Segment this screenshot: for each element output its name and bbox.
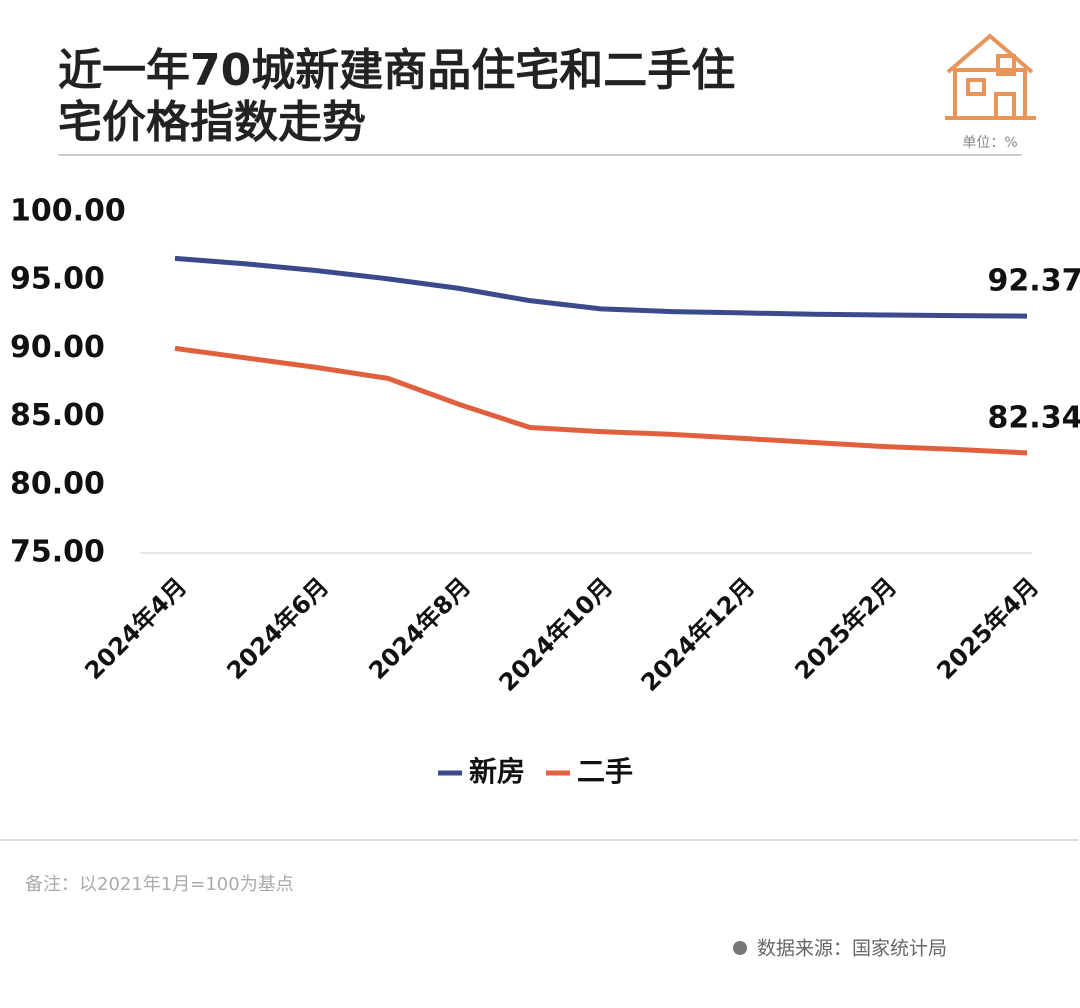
chart-title: 近一年70城新建商品住宅和二手住	[58, 45, 735, 96]
y-tick-label: 95.00	[10, 262, 105, 297]
source-dot	[733, 941, 747, 955]
line	[174, 345, 1028, 456]
y-tick-label: 90.00	[10, 330, 105, 365]
note: 备注：以2021年1月=100为基点	[25, 874, 294, 895]
data-label: 92.37	[988, 264, 1080, 299]
house-icon	[945, 33, 1036, 120]
y-tick-label: 75.00	[10, 535, 105, 570]
chart-title: 宅价格指数走势	[58, 97, 366, 148]
y-tick-label: 85.00	[10, 398, 105, 433]
y-tick-label: 80.00	[10, 466, 105, 501]
x-tick-label: 2024年10月	[494, 572, 619, 697]
unit-label: 单位：%	[962, 135, 1017, 151]
line	[174, 255, 1028, 319]
x-tick-label: 2024年12月	[636, 572, 761, 697]
legend-label: 二手	[577, 755, 633, 788]
x-tick-label: 2024年8月	[363, 572, 476, 685]
x-tick-label: 2024年4月	[79, 572, 192, 685]
x-tick-label: 2025年4月	[931, 572, 1044, 685]
legend-label: 新房	[469, 755, 525, 788]
data-label: 82.34	[988, 400, 1080, 435]
y-tick-label: 100.00	[10, 194, 126, 229]
x-tick-label: 2025年2月	[789, 572, 902, 685]
source: 数据来源：国家统计局	[757, 938, 947, 960]
x-tick-label: 2024年6月	[221, 572, 334, 685]
